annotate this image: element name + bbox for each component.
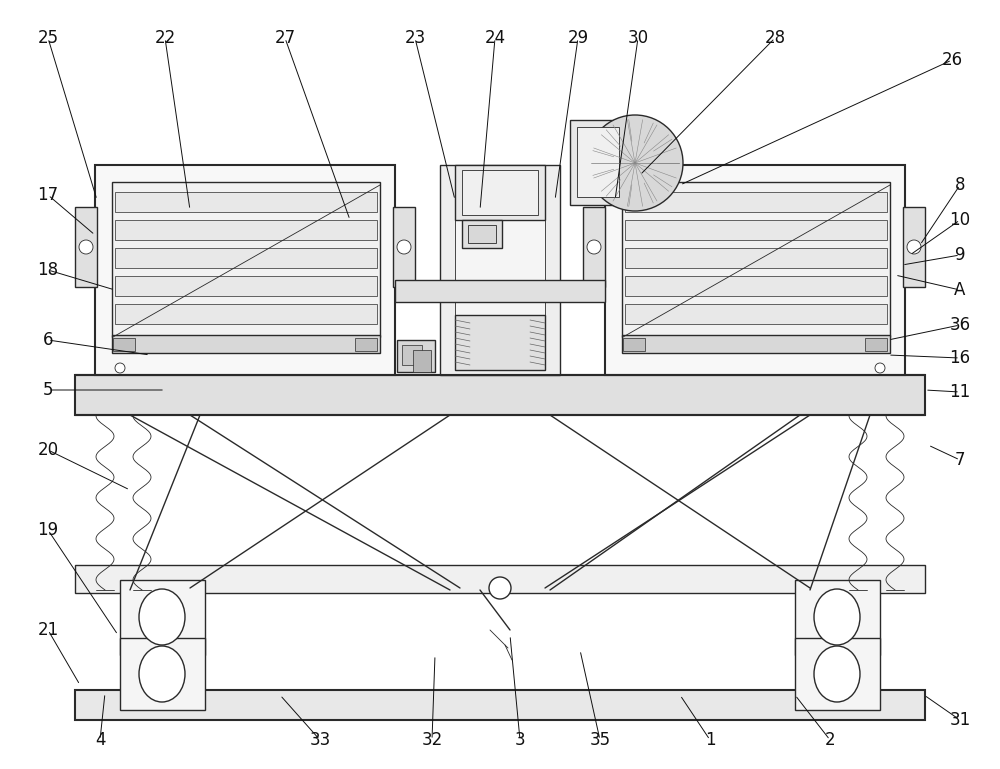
Bar bbox=[625, 276, 887, 296]
Bar bbox=[462, 170, 538, 215]
Text: 11: 11 bbox=[949, 383, 971, 401]
Circle shape bbox=[907, 240, 921, 254]
Text: 32: 32 bbox=[421, 731, 443, 749]
Bar bbox=[355, 338, 377, 351]
Text: 19: 19 bbox=[37, 521, 59, 539]
Bar bbox=[795, 638, 880, 710]
Circle shape bbox=[115, 363, 125, 373]
Text: 17: 17 bbox=[37, 186, 59, 204]
Bar bbox=[75, 207, 97, 287]
Bar bbox=[577, 127, 619, 197]
Bar bbox=[625, 192, 887, 212]
Bar bbox=[397, 340, 435, 372]
Circle shape bbox=[79, 240, 93, 254]
Ellipse shape bbox=[814, 646, 860, 702]
Bar bbox=[395, 280, 605, 302]
Text: 22: 22 bbox=[154, 29, 176, 47]
Bar bbox=[115, 304, 377, 324]
Bar bbox=[605, 165, 905, 375]
Bar bbox=[75, 690, 925, 720]
Bar bbox=[440, 165, 560, 375]
Bar bbox=[865, 338, 887, 351]
Text: 3: 3 bbox=[515, 731, 525, 749]
Bar bbox=[455, 165, 545, 220]
Text: 28: 28 bbox=[764, 29, 786, 47]
Bar bbox=[120, 638, 205, 710]
Bar bbox=[402, 345, 422, 365]
Text: 24: 24 bbox=[484, 29, 506, 47]
Text: 4: 4 bbox=[95, 731, 105, 749]
Text: 33: 33 bbox=[309, 731, 331, 749]
Bar bbox=[625, 304, 887, 324]
Bar bbox=[625, 248, 887, 268]
Circle shape bbox=[397, 240, 411, 254]
Bar bbox=[115, 192, 377, 212]
Text: 25: 25 bbox=[37, 29, 59, 47]
Text: 30: 30 bbox=[627, 29, 649, 47]
Bar bbox=[622, 182, 890, 337]
Bar bbox=[115, 276, 377, 296]
Ellipse shape bbox=[139, 646, 185, 702]
Text: 1: 1 bbox=[705, 731, 715, 749]
Text: 29: 29 bbox=[567, 29, 589, 47]
Bar bbox=[462, 220, 502, 248]
Bar bbox=[112, 335, 380, 353]
Text: 16: 16 bbox=[949, 349, 971, 367]
Text: 5: 5 bbox=[43, 381, 53, 399]
Bar bbox=[112, 182, 380, 337]
Ellipse shape bbox=[139, 589, 185, 645]
Text: 2: 2 bbox=[825, 731, 835, 749]
Text: 21: 21 bbox=[37, 621, 59, 639]
Bar bbox=[625, 220, 887, 240]
Bar bbox=[622, 335, 890, 353]
Ellipse shape bbox=[814, 589, 860, 645]
Text: 8: 8 bbox=[955, 176, 965, 194]
Text: 27: 27 bbox=[274, 29, 296, 47]
Bar bbox=[903, 207, 925, 287]
Text: 6: 6 bbox=[43, 331, 53, 349]
Text: 9: 9 bbox=[955, 246, 965, 264]
Text: 35: 35 bbox=[589, 731, 611, 749]
Bar bbox=[393, 207, 415, 287]
Bar bbox=[115, 248, 377, 268]
Bar bbox=[113, 338, 135, 351]
Bar bbox=[413, 350, 431, 372]
Bar bbox=[583, 207, 605, 287]
Text: 23: 23 bbox=[404, 29, 426, 47]
Bar bbox=[455, 315, 545, 370]
Bar bbox=[120, 580, 205, 655]
Text: 26: 26 bbox=[941, 51, 963, 69]
Bar bbox=[75, 565, 925, 593]
Circle shape bbox=[587, 240, 601, 254]
Bar bbox=[455, 170, 545, 370]
Text: 7: 7 bbox=[955, 451, 965, 469]
Circle shape bbox=[875, 363, 885, 373]
Text: A: A bbox=[954, 281, 966, 299]
Bar bbox=[570, 120, 625, 205]
Circle shape bbox=[587, 115, 683, 211]
Bar bbox=[75, 375, 925, 415]
Text: 20: 20 bbox=[37, 441, 59, 459]
Bar bbox=[795, 580, 880, 655]
Bar bbox=[623, 338, 645, 351]
Circle shape bbox=[489, 577, 511, 599]
Bar bbox=[115, 220, 377, 240]
Bar bbox=[468, 225, 496, 243]
Text: 31: 31 bbox=[949, 711, 971, 729]
Bar bbox=[95, 165, 395, 375]
Text: 36: 36 bbox=[949, 316, 971, 334]
Text: 10: 10 bbox=[949, 211, 971, 229]
Text: 18: 18 bbox=[37, 261, 59, 279]
